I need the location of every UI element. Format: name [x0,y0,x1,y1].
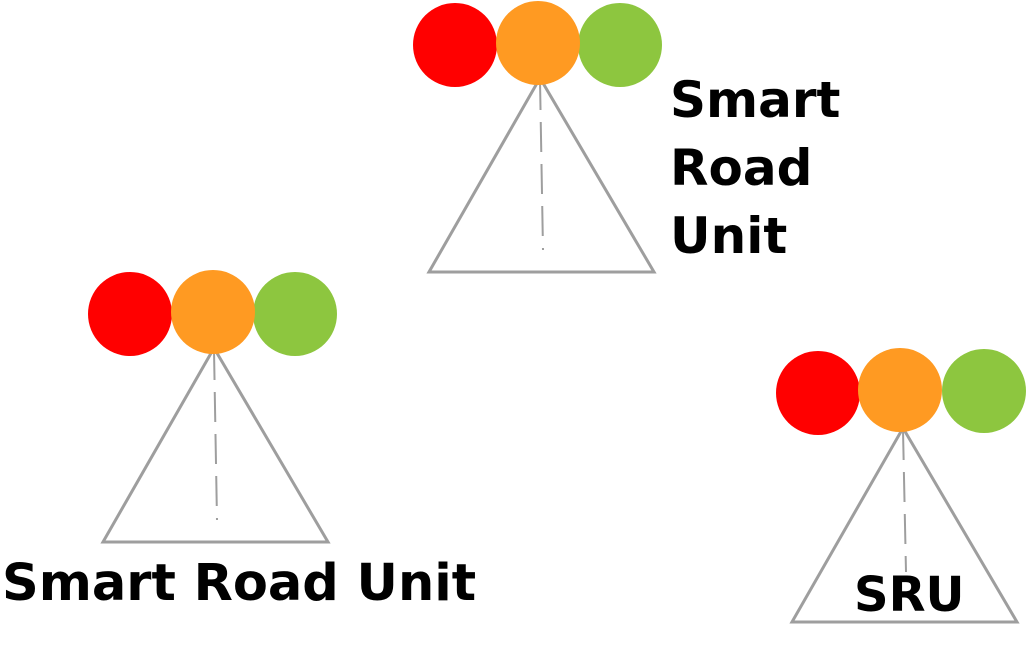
red-light [88,272,172,356]
smart-road-unit-label-top: Smart Road Unit [670,66,840,270]
orange-light [171,270,255,354]
label-line: Road [670,139,813,197]
green-light [253,272,337,356]
sru-label: SRU [854,567,965,623]
traffic-light-icon [413,1,662,87]
traffic-light-icon [88,270,337,356]
orange-light [858,348,942,432]
label-line: Unit [670,207,788,265]
smart-road-unit-label-left: Smart Road Unit [2,554,477,613]
orange-light [496,1,580,85]
smart-road-unit-left [88,270,337,544]
smart-road-unit-right [776,348,1026,624]
smart-road-unit-top [413,1,662,274]
road-lane-marking [902,429,907,573]
road-icon [426,75,657,274]
red-light [776,351,860,435]
road-lane-marking [213,349,218,521]
road-triangle [789,425,1020,624]
traffic-light-icon [776,348,1026,435]
green-light [942,349,1026,433]
road-icon [100,345,331,544]
green-light [578,3,662,87]
road-triangle [426,75,657,274]
road-triangle [100,345,331,544]
road-lane-marking [539,79,544,251]
red-light [413,3,497,87]
road-icon [789,425,1020,624]
label-line: Smart [670,71,841,129]
